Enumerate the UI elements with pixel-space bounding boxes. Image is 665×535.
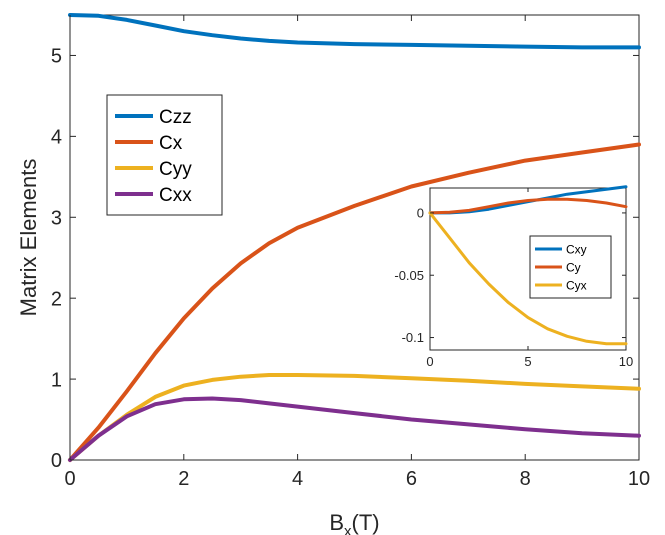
- series-line-cxx: [68, 396, 641, 462]
- y-tick-label: 5: [51, 46, 62, 68]
- x-tick-label: 8: [520, 468, 531, 490]
- inset-legend-box: [529, 235, 612, 299]
- inset-y-tick-label: 0: [417, 206, 424, 221]
- x-tick-label: 6: [406, 468, 417, 490]
- x-tick-label: 4: [292, 468, 303, 490]
- inset-series-line-cy: [428, 197, 628, 215]
- inset-y-tick-label: -0.05: [394, 268, 424, 283]
- legend-label-czz: Czz: [159, 107, 192, 128]
- inset-legend-label-cxy: Cxy: [566, 242, 587, 256]
- x-tick-label: 2: [178, 468, 189, 490]
- series-line-czz: [68, 13, 641, 50]
- x-tick-label: 10: [628, 468, 650, 490]
- x-tick-label: 0: [64, 468, 75, 490]
- inset-series-line-cyx: [428, 211, 628, 346]
- inset-x-tick-label: 10: [619, 354, 633, 369]
- y-tick-label: 2: [51, 288, 62, 310]
- series-line-cyy: [68, 373, 641, 462]
- inset-x-tick-label: 5: [524, 354, 531, 369]
- x-axis-label-main: B: [329, 510, 344, 535]
- y-tick-label: 4: [51, 127, 62, 149]
- y-tick-label: 1: [51, 369, 62, 391]
- legend-label-cx: Cx: [159, 133, 183, 154]
- x-axis-label: Bx(T): [329, 510, 379, 535]
- x-axis-label-unit: (T): [352, 510, 380, 535]
- y-tick-label: 3: [51, 207, 62, 229]
- inset-x-tick-label: 0: [426, 354, 433, 369]
- legend-label-cyy: Cyy: [159, 159, 192, 180]
- inset-legend-label-cyx: Cyx: [566, 278, 587, 292]
- x-axis-label-subscript: x: [344, 523, 352, 535]
- series-line-cx: [68, 142, 641, 462]
- y-axis-label: Matrix Elements: [16, 159, 41, 317]
- inset-chart: 0 5 10 0 -0.05 -0.1 Cxy Cy Cyx: [394, 185, 633, 369]
- inset-y-tick-label: -0.1: [402, 330, 424, 345]
- inset-legend-label-cy: Cy: [566, 260, 581, 274]
- legend-label-cxx: Cxx: [159, 185, 192, 206]
- y-tick-label: 0: [51, 450, 62, 472]
